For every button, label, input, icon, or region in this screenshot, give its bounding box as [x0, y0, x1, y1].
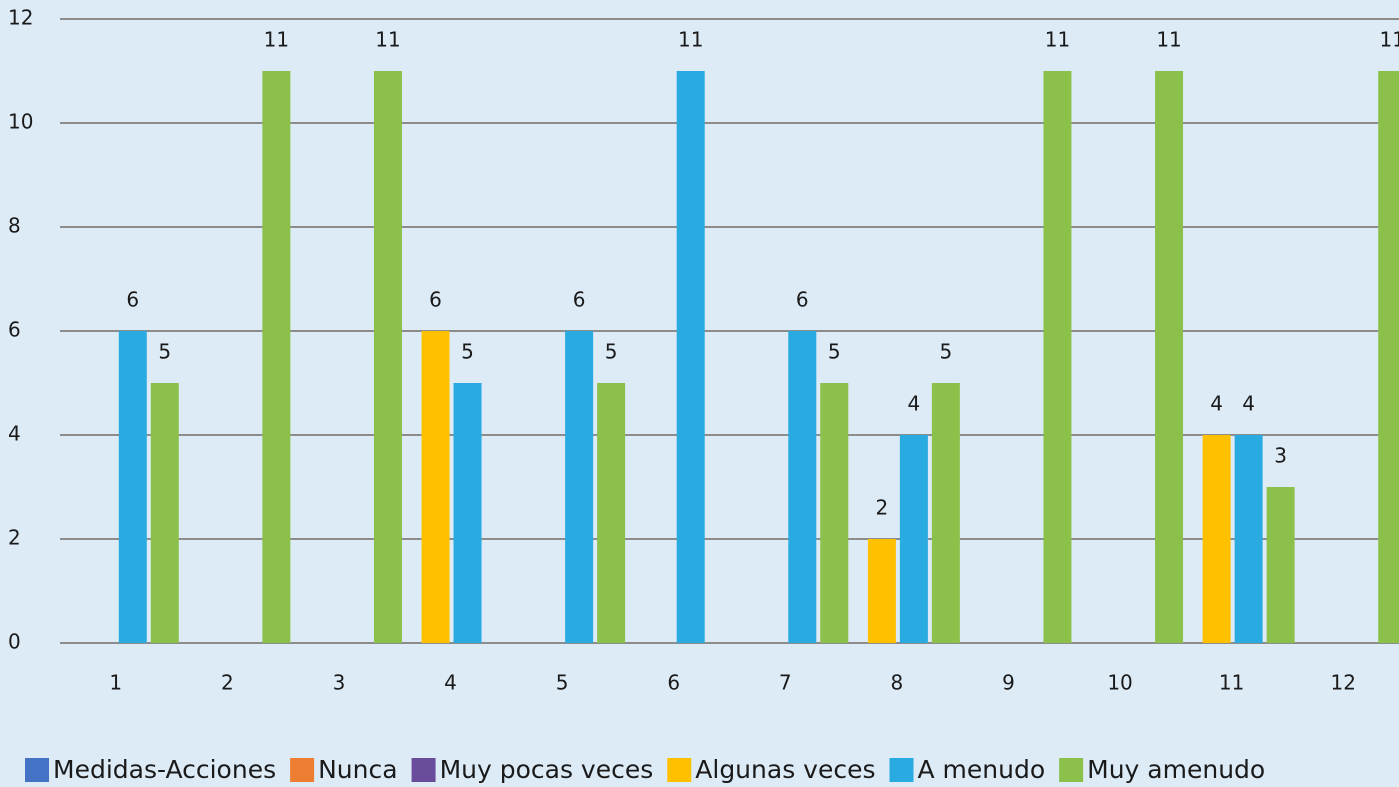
data-label: 5	[158, 340, 171, 364]
legend-swatch	[25, 758, 49, 782]
data-label: 5	[828, 340, 841, 364]
data-label: 6	[573, 288, 586, 312]
data-label: 11	[264, 28, 289, 52]
data-label: 4	[1210, 392, 1223, 416]
data-label: 5	[461, 340, 474, 364]
x-tick-label: 3	[333, 671, 346, 695]
y-tick-label: 10	[8, 110, 33, 134]
data-label: 4	[1242, 392, 1255, 416]
x-tick-label: 11	[1219, 671, 1244, 695]
bar	[1043, 71, 1072, 643]
y-tick-label: 2	[8, 526, 21, 550]
data-label: 5	[940, 340, 953, 364]
legend-label: Algunas veces	[695, 755, 875, 784]
y-tick-label: 4	[8, 422, 21, 446]
y-tick-label: 12	[8, 6, 33, 30]
data-label: 6	[126, 288, 139, 312]
bar	[899, 435, 928, 643]
data-label: 11	[1379, 28, 1399, 52]
x-tick-label: 12	[1330, 671, 1355, 695]
bar	[931, 383, 960, 643]
y-tick-label: 0	[8, 630, 21, 654]
bar	[118, 331, 147, 643]
data-label: 11	[375, 28, 400, 52]
bar	[1378, 71, 1399, 643]
bar	[565, 331, 594, 643]
legend-swatch	[411, 758, 436, 782]
legend-label: Nunca	[318, 755, 397, 784]
legend-swatch	[290, 758, 315, 782]
bar	[820, 383, 849, 643]
legend-label: A menudo	[918, 755, 1046, 784]
x-tick-label: 9	[1002, 671, 1015, 695]
legend-swatch	[1059, 758, 1084, 782]
data-label: 3	[1274, 444, 1287, 468]
legend-label: Muy pocas veces	[440, 755, 654, 784]
x-tick-label: 4	[444, 671, 457, 695]
x-tick-label: 7	[779, 671, 792, 695]
data-label: 11	[1045, 28, 1070, 52]
data-label: 5	[605, 340, 618, 364]
x-tick-label: 2	[221, 671, 234, 695]
legend-swatch	[667, 758, 692, 782]
y-tick-label: 8	[8, 214, 21, 238]
data-label: 11	[1156, 28, 1181, 52]
x-tick-label: 8	[891, 671, 904, 695]
x-tick-label: 5	[556, 671, 569, 695]
legend-swatch	[889, 758, 914, 782]
data-label: 4	[908, 392, 921, 416]
bar	[597, 383, 626, 643]
data-label: 6	[796, 288, 809, 312]
bar	[867, 539, 896, 643]
x-tick-label: 10	[1107, 671, 1132, 695]
bar	[1266, 487, 1295, 643]
x-tick-label: 6	[667, 671, 680, 695]
y-tick-label: 6	[8, 318, 21, 342]
legend-label: Muy amenudo	[1087, 755, 1265, 784]
bar	[1155, 71, 1184, 643]
bar	[150, 383, 179, 643]
bar	[788, 331, 817, 643]
bar	[1202, 435, 1231, 643]
data-label: 11	[678, 28, 703, 52]
bar	[262, 71, 291, 643]
bar	[676, 71, 705, 643]
data-label: 6	[429, 288, 442, 312]
data-label: 2	[876, 496, 889, 520]
x-tick-label: 1	[109, 671, 122, 695]
bar	[453, 383, 482, 643]
bar	[373, 71, 402, 643]
bar	[421, 331, 450, 643]
bar	[1234, 435, 1263, 643]
legend-label: Medidas-Acciones	[53, 755, 276, 784]
